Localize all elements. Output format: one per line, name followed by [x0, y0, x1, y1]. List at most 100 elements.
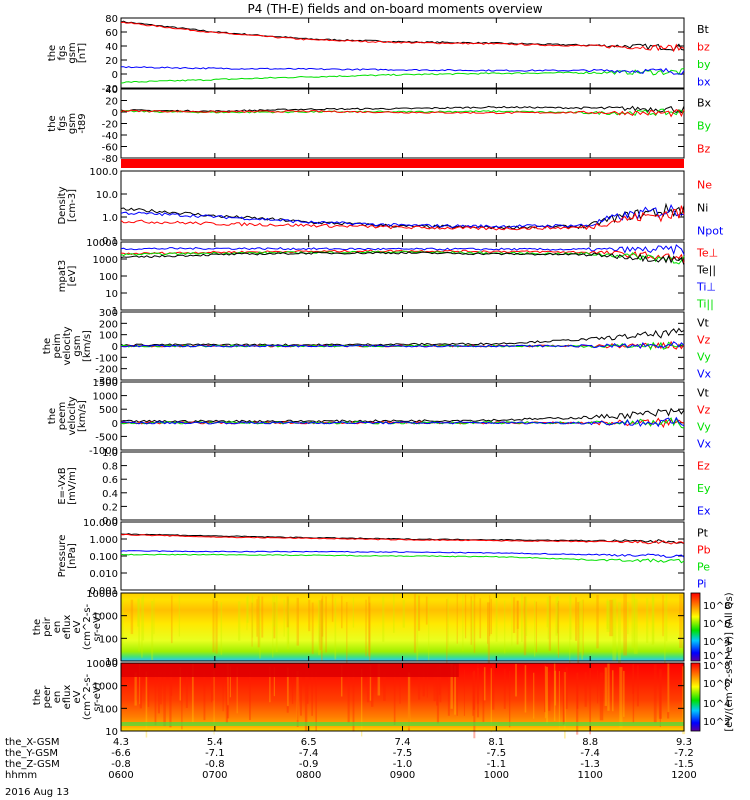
- spectrogram-stripe: [533, 672, 535, 719]
- figure-title: P4 (TH-E) fields and on-board moments ov…: [247, 2, 542, 16]
- spectrogram-stripe: [516, 600, 519, 629]
- panel-4: 10000 1000 100 10 1 mpat3 [eV] Te⊥ Te|| Ti⊥ Ti||: [57, 238, 718, 317]
- y-axis-label: the: [47, 45, 58, 61]
- spectrogram-stripe: [300, 671, 302, 716]
- panel-3: 100.0 10.0 1.0 0.1 Density [cm-3] Ne Ni Npot: [57, 167, 724, 247]
- y-tick-label: 1000: [93, 255, 118, 266]
- spectrogram-stripe: [422, 663, 425, 697]
- spectrogram-stripe: [269, 666, 271, 703]
- spectrogram-stripe: [604, 667, 607, 706]
- spectrogram-stripe: [286, 598, 290, 650]
- spectrogram-stripe: [185, 671, 188, 708]
- spectrogram-stripe: [490, 598, 493, 635]
- spectrogram-stripe: [229, 666, 231, 698]
- y-axis-label: sr-eV): [92, 682, 103, 711]
- y-tick-label: -60: [102, 143, 118, 154]
- spectrogram-stripe: [352, 667, 355, 732]
- spectrogram-stripe: [203, 666, 206, 721]
- y-axis-label: [eV]: [67, 266, 78, 287]
- spectrogram-stripe: [436, 666, 438, 706]
- spectrogram-stripe: [416, 594, 419, 662]
- spectrogram-stripe: [606, 601, 611, 632]
- spectrogram-stripe: [582, 599, 584, 656]
- spectrogram-stripe: [383, 670, 386, 701]
- y-tick-label: 0.1: [102, 236, 118, 247]
- y-tick-label: -20: [102, 120, 118, 131]
- spectrogram-stripe: [473, 594, 476, 653]
- legend-entry: Ne: [697, 179, 712, 192]
- legend-entry: Ni: [697, 202, 708, 215]
- ephemeris-row-label: the_X-GSM: [5, 737, 59, 748]
- spectrogram-stripe: [596, 670, 599, 704]
- spectrogram-stripe: [225, 664, 229, 724]
- spectrogram-stripe: [576, 672, 579, 709]
- spectrogram-stripe: [142, 595, 145, 641]
- y-tick-label: 0: [112, 108, 118, 119]
- y-tick-label: 200: [99, 319, 118, 330]
- spectrogram-stripe: [576, 672, 579, 735]
- y-axis-label: [cm-3]: [67, 189, 78, 222]
- y-axis-label: gsm: [67, 113, 78, 134]
- y-tick-label: 10: [105, 289, 118, 300]
- spectrogram-stripe: [304, 665, 308, 732]
- high-energy-band: [121, 663, 459, 677]
- spectrogram-stripe: [607, 663, 610, 711]
- y-axis-label: [nPa]: [67, 543, 78, 569]
- series-Te||-line: [120, 251, 685, 266]
- spectrogram-stripe: [534, 600, 536, 657]
- spectrogram-stripe: [315, 669, 317, 732]
- spectrogram-stripe: [557, 596, 559, 654]
- spectrogram-stripe: [121, 598, 124, 646]
- spectrogram-stripe: [402, 600, 405, 628]
- spectrogram-stripe: [562, 672, 564, 725]
- spectrogram-stripe: [557, 600, 560, 658]
- y-tick-label: 10000: [86, 238, 118, 249]
- spectrogram-stripe: [407, 671, 411, 731]
- series-Vx-line: [120, 341, 685, 349]
- spectrogram-stripe: [581, 600, 583, 660]
- spectrogram-stripe: [157, 666, 160, 714]
- ephemeris-value: -7.2: [674, 748, 694, 759]
- spectrogram-stripe: [489, 595, 491, 637]
- spectrogram-stripe: [296, 671, 299, 727]
- spectrogram-stripe: [308, 599, 311, 632]
- ephemeris-value: -6.6: [111, 748, 131, 759]
- spectrogram-stripe: [272, 595, 274, 658]
- y-tick-label: -40: [102, 131, 118, 142]
- spectrogram-stripe: [565, 667, 568, 709]
- legend-entry: by: [697, 58, 711, 71]
- spectrogram-stripe: [220, 602, 223, 655]
- y-tick-label: 0.001: [89, 586, 118, 597]
- legend-entry: Npot: [697, 225, 724, 238]
- colorbar-tick-label: 10^6: [703, 619, 730, 630]
- spectrogram-stripe: [153, 598, 155, 635]
- y-axis-label: sr-eV): [92, 612, 103, 641]
- spectrogram-stripe: [178, 595, 181, 637]
- panel-frame: [120, 170, 685, 241]
- series-Vt-line: [120, 407, 685, 423]
- spectrogram-stripe: [426, 665, 428, 698]
- spectrogram-stripe: [259, 598, 261, 659]
- colorbar-tick-label: 10^8: [703, 661, 730, 672]
- spectrogram-stripe: [340, 664, 343, 697]
- spectrogram-stripe: [413, 593, 417, 653]
- y-tick-label: 0.010: [89, 569, 118, 580]
- ephemeris-value: -1.5: [674, 759, 694, 770]
- spectrogram-stripe: [428, 597, 430, 661]
- spectrogram-stripe: [213, 669, 215, 735]
- series-Bz-line: [120, 109, 685, 118]
- y-tick-label: 40: [105, 85, 118, 96]
- spectrogram-stripe: [606, 598, 609, 630]
- spectrogram-stripe: [154, 670, 157, 726]
- y-tick-label: 1.0: [102, 448, 118, 459]
- panel-9: 10000 1000 100 10 the peir en eflux eV (cm^2-s-sr…: [32, 589, 685, 671]
- y-tick-label: 0.6: [102, 475, 118, 486]
- spectrogram-stripe: [251, 595, 254, 638]
- ephemeris-value: -0.8: [111, 759, 131, 770]
- spectrogram-stripe: [664, 600, 666, 667]
- series-Ni-line: [120, 202, 685, 230]
- spectrogram-stripe: [589, 669, 592, 735]
- spectrogram-stripe: [393, 665, 396, 725]
